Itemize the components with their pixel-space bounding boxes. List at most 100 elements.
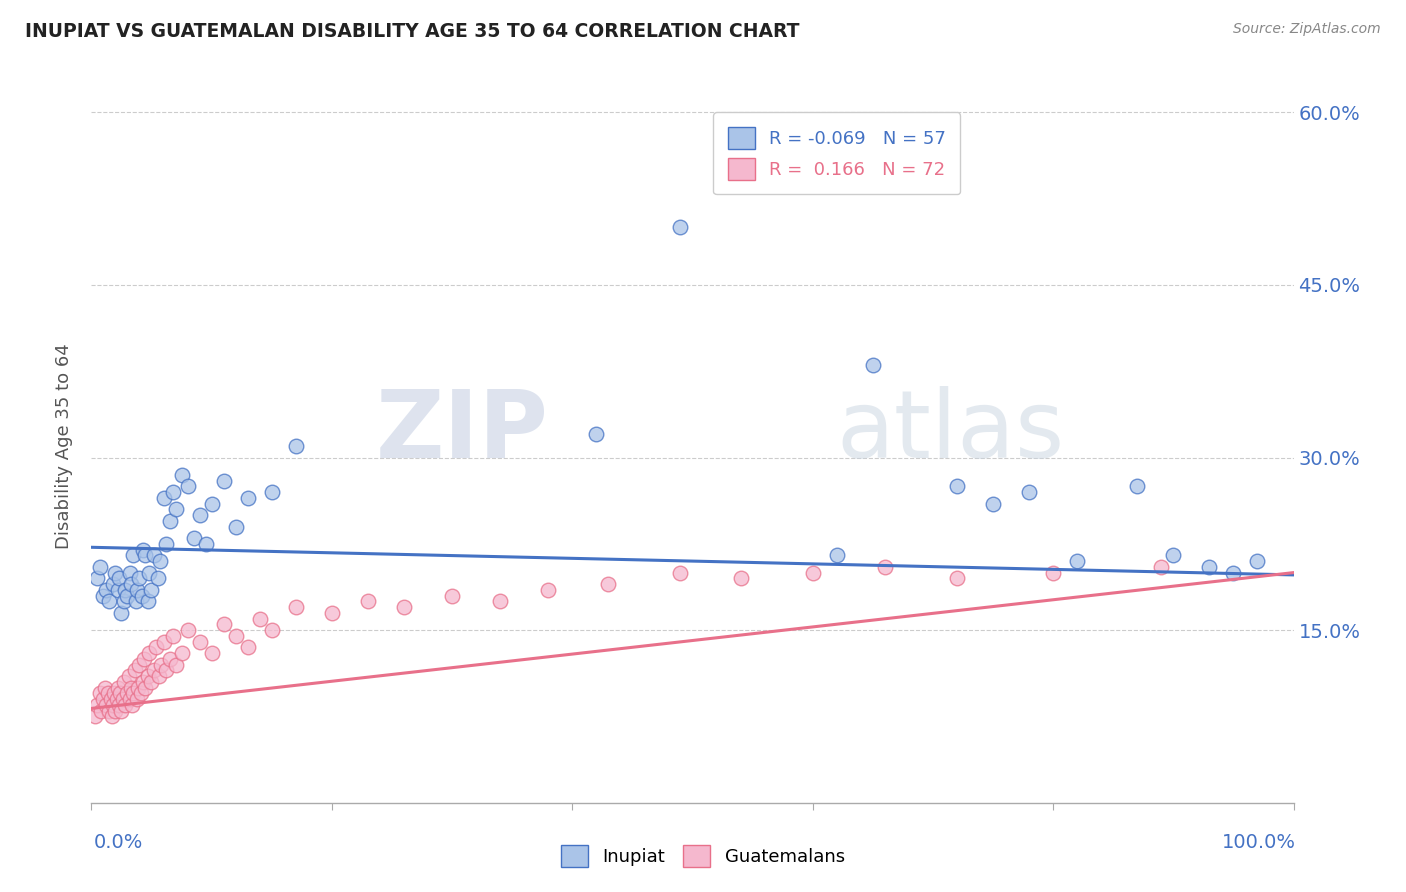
Point	[121, 698, 143, 712]
Point	[188, 508, 211, 522]
Point	[321, 606, 343, 620]
Point	[90, 704, 112, 718]
Point	[136, 669, 159, 683]
Point	[142, 664, 165, 678]
Text: 0.0%: 0.0%	[94, 833, 143, 853]
Text: ZIP: ZIP	[375, 385, 548, 478]
Point	[114, 582, 136, 597]
Point	[260, 485, 283, 500]
Point	[110, 606, 132, 620]
Point	[93, 692, 115, 706]
Point	[149, 554, 172, 568]
Point	[669, 220, 692, 235]
Point	[104, 704, 127, 718]
Point	[134, 549, 156, 563]
Point	[148, 669, 170, 683]
Point	[118, 692, 141, 706]
Point	[84, 709, 107, 723]
Point	[284, 439, 307, 453]
Point	[152, 491, 174, 505]
Legend: R = -0.069   N = 57, R =  0.166   N = 72: R = -0.069 N = 57, R = 0.166 N = 72	[713, 112, 960, 194]
Point	[94, 582, 117, 597]
Point	[129, 686, 152, 700]
Point	[104, 566, 127, 580]
Point	[392, 600, 415, 615]
Point	[201, 497, 224, 511]
Point	[489, 594, 512, 608]
Point	[194, 537, 217, 551]
Point	[145, 640, 167, 655]
Point	[120, 577, 142, 591]
Point	[138, 566, 160, 580]
Point	[585, 427, 607, 442]
Point	[212, 474, 235, 488]
Point	[122, 686, 145, 700]
Point	[101, 577, 124, 591]
Point	[162, 485, 184, 500]
Point	[89, 559, 111, 574]
Point	[260, 623, 283, 637]
Point	[1150, 559, 1173, 574]
Point	[284, 600, 307, 615]
Point	[159, 514, 181, 528]
Point	[97, 686, 120, 700]
Point	[89, 686, 111, 700]
Point	[103, 686, 125, 700]
Point	[112, 594, 135, 608]
Point	[108, 571, 131, 585]
Point	[118, 669, 141, 683]
Point	[1018, 485, 1040, 500]
Point	[176, 623, 198, 637]
Point	[236, 640, 259, 655]
Point	[825, 549, 848, 563]
Text: Source: ZipAtlas.com: Source: ZipAtlas.com	[1233, 22, 1381, 37]
Point	[100, 692, 122, 706]
Y-axis label: Disability Age 35 to 64: Disability Age 35 to 64	[55, 343, 73, 549]
Point	[125, 582, 148, 597]
Point	[212, 617, 235, 632]
Point	[1198, 559, 1220, 574]
Text: 100.0%: 100.0%	[1222, 833, 1296, 853]
Point	[730, 571, 752, 585]
Point	[981, 497, 1004, 511]
Point	[142, 549, 165, 563]
Point	[107, 681, 129, 695]
Point	[118, 566, 141, 580]
Point	[155, 537, 177, 551]
Point	[134, 652, 156, 666]
Point	[236, 491, 259, 505]
Point	[94, 698, 117, 712]
Point	[357, 594, 380, 608]
Point	[1042, 566, 1064, 580]
Point	[138, 646, 160, 660]
Point	[159, 652, 181, 666]
Point	[111, 692, 134, 706]
Point	[128, 571, 150, 585]
Point	[128, 657, 150, 672]
Point	[120, 681, 142, 695]
Point	[249, 612, 271, 626]
Point	[152, 634, 174, 648]
Point	[188, 634, 211, 648]
Point	[125, 692, 148, 706]
Point	[146, 571, 169, 585]
Point	[101, 698, 124, 712]
Point	[440, 589, 463, 603]
Point	[107, 582, 129, 597]
Point	[183, 531, 205, 545]
Point	[225, 519, 247, 533]
Point	[150, 657, 173, 672]
Point	[801, 566, 824, 580]
Point	[105, 692, 128, 706]
Point	[1126, 479, 1149, 493]
Point	[98, 594, 121, 608]
Text: atlas: atlas	[837, 385, 1064, 478]
Point	[134, 681, 156, 695]
Point	[537, 582, 560, 597]
Point	[110, 704, 132, 718]
Point	[86, 698, 108, 712]
Point	[155, 664, 177, 678]
Point	[110, 686, 132, 700]
Point	[873, 559, 896, 574]
Point	[125, 594, 148, 608]
